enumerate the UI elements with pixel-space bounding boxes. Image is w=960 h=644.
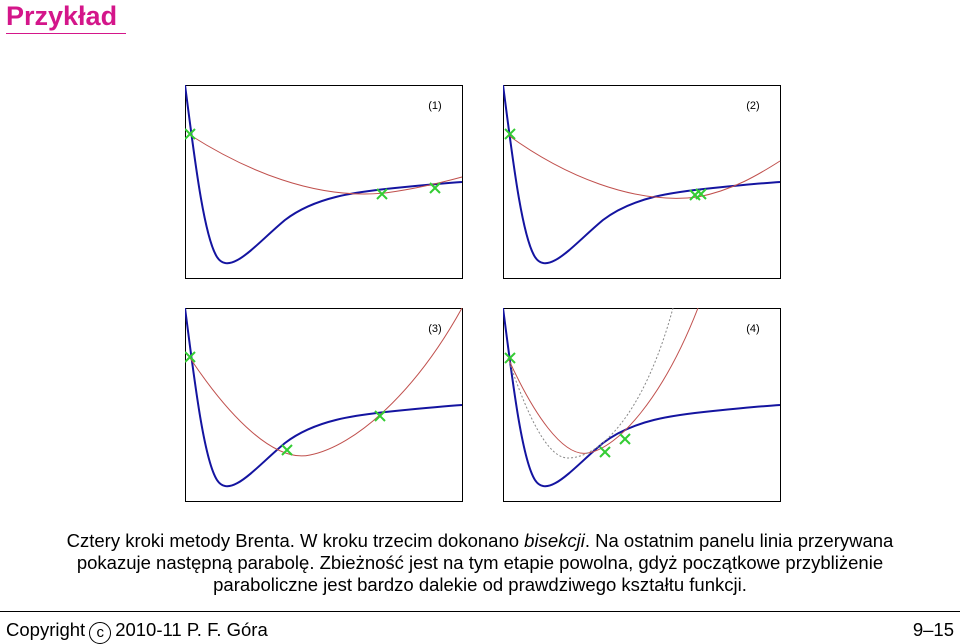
parabola-curve [189,134,463,195]
caption-line-2: pokazuje następną parabolę. Zbieżność je… [76,552,884,573]
parabola-curve [189,308,463,457]
caption-line-3: paraboliczne jest bardzo dalekie od praw… [213,574,747,595]
function-curve [503,85,781,265]
marker-cross [504,352,631,458]
title-underline [6,33,126,34]
function-curve [185,308,463,488]
parabola-curve [507,308,699,454]
plot-panel-3: (3) [185,308,463,502]
slide-title: Przykład [6,1,118,31]
plot-panel-1: (1) [185,85,463,279]
plot-panel-4: (4) [503,308,781,502]
footer-copyright: Copyright c 2010-11 P. F. Góra [6,618,268,644]
marker-cross [504,128,707,201]
next-parabola-dotted [507,308,674,459]
marker-cross [185,351,386,456]
function-curve [185,85,463,265]
marker-cross [185,128,441,200]
copyright-symbol: c [89,622,112,644]
panel-frame [503,308,781,502]
panel-label: (3) [428,323,441,335]
figure-caption: Cztery kroki metody Brenta. W kroku trze… [0,530,960,596]
panel-label: (2) [746,100,759,112]
panel-frame [185,308,463,502]
footer-divider [0,611,960,612]
panel-frame [503,85,781,279]
parabola-curve [507,134,781,199]
plot-panel-2: (2) [503,85,781,279]
function-curve [503,308,781,488]
panel-label: (1) [428,100,441,112]
panel-frame [185,85,463,279]
page-number: 9–15 [912,619,954,640]
caption-line-1: Cztery kroki metody Brenta. W kroku trze… [66,530,894,551]
panel-label: (4) [746,323,759,335]
